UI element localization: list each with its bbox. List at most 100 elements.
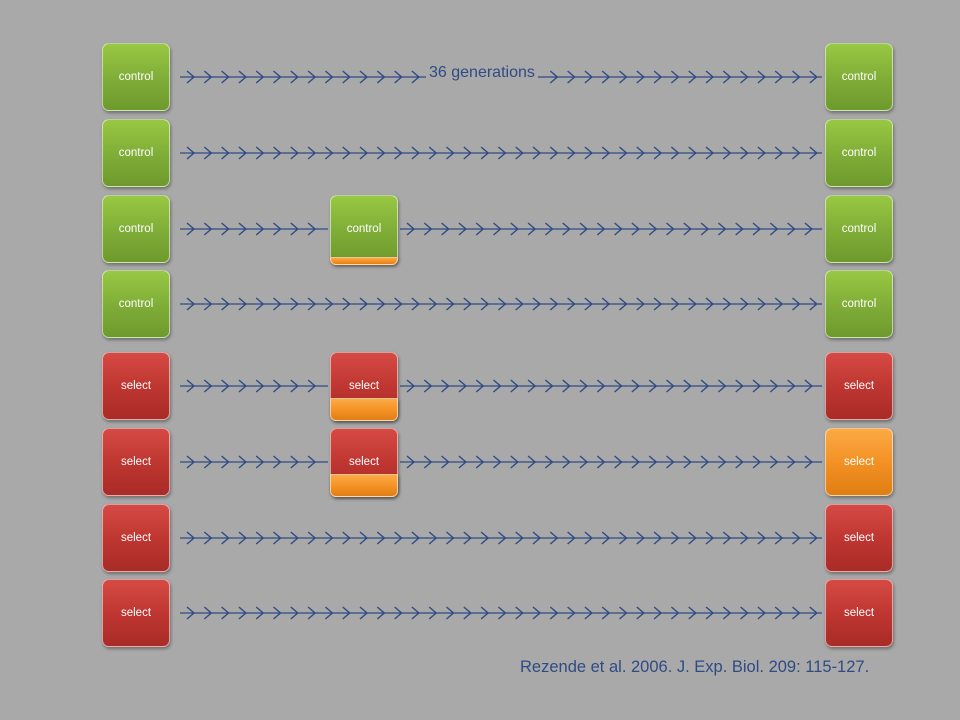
- arrow-head-row4-6: [290, 297, 299, 311]
- arrow-head-row4-7: [307, 297, 317, 311]
- arrow-head-row1-4: [255, 70, 265, 84]
- arrow-head-row8-26: [636, 606, 645, 620]
- arrow-head-row5-12: [614, 379, 623, 393]
- arrow-head-row3-1: [203, 222, 213, 236]
- arrow-head-row6-3: [458, 455, 467, 469]
- arrow-head-row4-27: [653, 297, 663, 311]
- arrow-head-row3-3: [238, 222, 247, 236]
- control-box-row4-start: control: [102, 270, 170, 338]
- arrow-head-row2-1: [203, 146, 213, 160]
- arrow-head-row2-2: [221, 146, 230, 160]
- arrow-head-row5-6: [510, 379, 519, 393]
- arrow-head-row8-14: [428, 606, 438, 620]
- arrow-head-row1-34: [774, 70, 784, 84]
- arrow-head-row4-16: [463, 297, 472, 311]
- arrow-head-row3-15: [666, 222, 675, 236]
- arrow-head-row2-3: [238, 146, 247, 160]
- arrow-head-row5-18: [717, 379, 727, 393]
- arrow-head-row6-6: [510, 455, 519, 469]
- arrow-head-row8-21: [549, 606, 559, 620]
- orange-band-row5: [330, 398, 398, 421]
- arrow-head-row8-20: [532, 606, 542, 620]
- arrow-head-row1-24: [601, 70, 611, 84]
- arrow-head-row3-5: [273, 222, 282, 236]
- arrow-head-row2-13: [411, 146, 420, 160]
- arrow-head-row1-22: [567, 70, 576, 84]
- arrow-head-row3-5: [493, 222, 502, 236]
- arrow-head-row6-5: [493, 455, 502, 469]
- arrow-head-row4-19: [515, 297, 524, 311]
- arrow-head-row3-3: [458, 222, 467, 236]
- arrow-head-row1-31: [722, 70, 732, 84]
- arrow-head-row8-5: [273, 606, 282, 620]
- arrow-head-row2-4: [255, 146, 265, 160]
- orange-band-row3: [330, 257, 398, 265]
- arrow-head-row6-12: [614, 455, 623, 469]
- arrow-head-row3-22: [787, 222, 796, 236]
- arrow-head-row6-10: [579, 455, 589, 469]
- arrow-head-row3-19: [735, 222, 744, 236]
- arrow-head-row7-29: [688, 531, 697, 545]
- arrow-head-row2-14: [428, 146, 438, 160]
- arrow-head-row8-29: [688, 606, 697, 620]
- arrow-head-row2-29: [688, 146, 697, 160]
- arrow-head-row2-6: [290, 146, 299, 160]
- arrow-head-row4-17: [480, 297, 490, 311]
- arrow-head-row7-27: [653, 531, 663, 545]
- arrow-head-row8-10: [359, 606, 369, 620]
- arrow-head-row2-19: [515, 146, 524, 160]
- arrow-head-row7-5: [273, 531, 282, 545]
- arrow-head-row1-8: [324, 70, 334, 84]
- arrow-head-row5-8: [544, 379, 554, 393]
- arrow-head-row5-22: [787, 379, 796, 393]
- arrow-head-row4-14: [428, 297, 438, 311]
- arrow-head-row4-25: [619, 297, 628, 311]
- arrow-head-row8-1: [203, 606, 213, 620]
- arrow-head-row7-4: [255, 531, 265, 545]
- arrow-head-row7-17: [480, 531, 490, 545]
- arrow-head-row7-36: [809, 531, 818, 545]
- arrow-head-row1-26: [636, 70, 645, 84]
- arrow-head-row5-16: [683, 379, 692, 393]
- arrow-head-row5-9: [562, 379, 571, 393]
- arrow-head-row2-7: [307, 146, 317, 160]
- orange-box-row6-end: select: [825, 428, 893, 496]
- arrow-head-row7-33: [757, 531, 766, 545]
- arrow-head-row7-6: [290, 531, 299, 545]
- arrow-head-row1-9: [342, 70, 351, 84]
- arrow-head-row6-6: [290, 455, 299, 469]
- arrow-head-row5-3: [458, 379, 467, 393]
- arrow-head-row6-22: [787, 455, 796, 469]
- arrow-head-row7-18: [497, 531, 507, 545]
- arrow-head-row8-22: [567, 606, 576, 620]
- arrow-head-row2-18: [497, 146, 507, 160]
- arrow-head-row2-20: [532, 146, 542, 160]
- arrow-head-row6-4: [475, 455, 485, 469]
- arrow-head-row1-10: [359, 70, 369, 84]
- arrow-head-row6-8: [544, 455, 554, 469]
- arrow-head-row5-17: [700, 379, 710, 393]
- generations-label: 36 generations: [426, 61, 538, 85]
- arrow-head-row3-7: [307, 222, 317, 236]
- arrow-head-row3-12: [614, 222, 623, 236]
- arrow-head-row2-10: [359, 146, 369, 160]
- arrow-head-row8-11: [376, 606, 386, 620]
- arrow-head-row5-19: [735, 379, 744, 393]
- arrow-head-row7-8: [324, 531, 334, 545]
- arrow-head-row8-2: [221, 606, 230, 620]
- arrow-head-row2-25: [619, 146, 628, 160]
- arrow-head-row7-26: [636, 531, 645, 545]
- arrow-head-row1-28: [670, 70, 680, 84]
- arrow-head-row3-21: [769, 222, 779, 236]
- arrow-head-row3-2: [441, 222, 450, 236]
- arrow-head-row8-27: [653, 606, 663, 620]
- arrow-head-row6-2: [221, 455, 230, 469]
- arrow-head-row7-0: [186, 531, 196, 545]
- arrow-head-row3-0: [186, 222, 196, 236]
- arrow-head-row3-13: [631, 222, 640, 236]
- arrow-head-row3-9: [562, 222, 571, 236]
- arrow-head-row7-3: [238, 531, 247, 545]
- arrow-head-row7-25: [619, 531, 628, 545]
- arrow-head-row3-16: [683, 222, 692, 236]
- arrow-head-row6-3: [238, 455, 247, 469]
